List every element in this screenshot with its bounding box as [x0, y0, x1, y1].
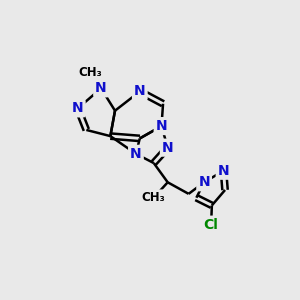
Text: N: N — [198, 175, 210, 189]
Text: N: N — [156, 119, 167, 133]
Text: N: N — [218, 164, 229, 178]
Text: N: N — [72, 101, 84, 116]
Text: N: N — [134, 84, 146, 98]
Text: N: N — [95, 81, 107, 95]
Text: CH₃: CH₃ — [78, 67, 102, 80]
Text: N: N — [130, 147, 142, 161]
Text: CH₃: CH₃ — [142, 191, 166, 204]
Text: N: N — [162, 141, 173, 155]
Text: Cl: Cl — [204, 218, 218, 232]
